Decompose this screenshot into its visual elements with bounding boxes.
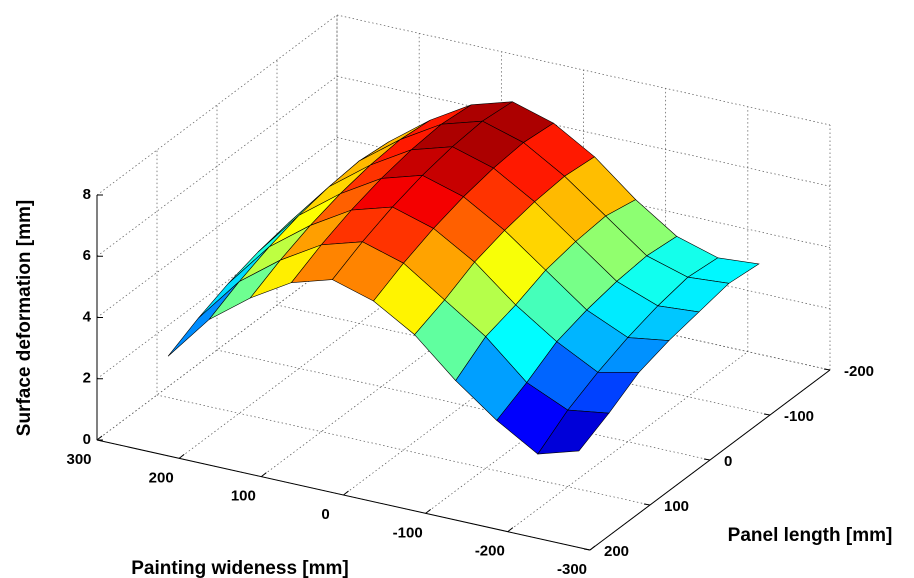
surface-patch	[167, 281, 240, 357]
y-tick-label: -100	[784, 408, 814, 425]
y-tick	[823, 368, 831, 371]
y-tick-label: -200	[844, 363, 874, 380]
z-axis-label: Surface deformation [mm]	[14, 200, 35, 436]
y-tick-label: 200	[604, 543, 629, 560]
surface-patch	[537, 409, 610, 455]
grid-line	[156, 150, 651, 506]
x-tick-label: -300	[557, 561, 587, 578]
x-tick-label: 200	[149, 469, 174, 486]
x-tick	[343, 490, 349, 496]
z-tick-label: 8	[83, 186, 91, 203]
z-tick-label: 2	[83, 370, 91, 387]
grid-line	[96, 137, 831, 318]
z-tick-label: 6	[83, 247, 91, 264]
z-tick-label: 0	[83, 431, 91, 448]
x-axis-label: Painting wideness [mm]	[131, 558, 348, 578]
y-axis-label: Panel length [mm]	[728, 525, 893, 546]
y-tick-label: 100	[664, 498, 689, 515]
x-tick	[261, 472, 267, 478]
x-tick-label: 100	[231, 488, 256, 505]
y-tick-label: 0	[724, 453, 732, 470]
y-tick	[643, 503, 651, 506]
y-tick	[583, 548, 591, 551]
x-tick	[507, 527, 514, 533]
y-tick	[703, 458, 711, 461]
x-tick	[425, 508, 431, 514]
x-tick	[589, 545, 596, 551]
x-tick-label: 300	[66, 451, 91, 468]
z-tick-label: 4	[83, 308, 92, 325]
x-tick	[96, 435, 103, 441]
x-tick-label: -100	[393, 524, 423, 541]
x-tick-label: 0	[321, 506, 329, 523]
x-tick-label: -200	[475, 543, 505, 560]
x-tick	[178, 453, 185, 459]
y-tick	[763, 413, 771, 416]
